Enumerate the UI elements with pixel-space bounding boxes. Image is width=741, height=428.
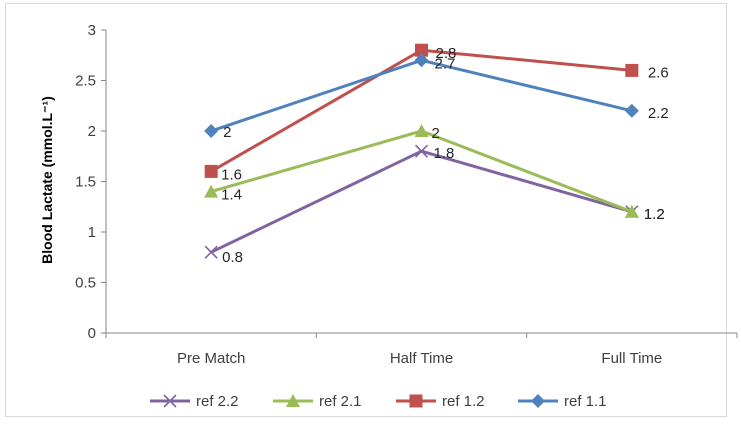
data-label: 2: [223, 124, 231, 141]
data-point-triangle: [286, 394, 300, 407]
data-point-square: [204, 164, 218, 178]
data-point-square: [409, 394, 423, 408]
y-tick-label: 1: [88, 224, 96, 241]
data-label: 2.8: [436, 45, 457, 62]
legend-label: ref 2.2: [196, 393, 239, 410]
legend: ref 2.2 ref 2.1 ref 1.2 ref 1.1: [150, 393, 607, 410]
data-point-square: [625, 63, 639, 77]
y-axis-label: Blood Lactate (mmol.L⁻¹): [39, 96, 55, 264]
data-label: 1.2: [644, 206, 665, 223]
series-line-ref-2-2: [210, 149, 633, 254]
x-marker-stroke: [204, 245, 218, 259]
data-label: 1.2: [644, 206, 665, 223]
data-labels: 0.81.81.21.421.21.62.82.622.72.2: [221, 45, 669, 266]
data-point-diamond: [624, 103, 639, 118]
data-label: 2.7: [435, 55, 456, 72]
x-category-label: Full Time: [601, 350, 662, 367]
data-point-x: [204, 245, 218, 259]
data-label: 1.8: [434, 145, 455, 162]
series-line-ref-2-1: [210, 129, 633, 214]
y-tick-label: 2.5: [75, 73, 96, 90]
legend-label: ref 2.1: [319, 393, 362, 410]
axes: 0 0.5 1 1.5 2 2.5 3 Pre Match Half Time Full Time: [75, 22, 738, 367]
data-point-triangle: [414, 124, 429, 137]
data-label: 2: [432, 125, 440, 142]
data-point-square: [415, 43, 428, 57]
data-point-triangle: [204, 184, 219, 198]
series-line-ref-1-1: [210, 58, 633, 133]
data-point-diamond: [204, 124, 219, 138]
data-point-diamond: [531, 394, 545, 408]
y-tick-label: 0: [88, 325, 96, 342]
data-label: 2.2: [648, 105, 669, 122]
x-marker-stroke: [163, 394, 177, 408]
data-label: 1.6: [221, 166, 242, 183]
data-point-x: [414, 144, 429, 158]
x-category-label: Pre Match: [177, 350, 245, 367]
y-tick-label: 0.5: [75, 275, 96, 292]
data-point-x: [163, 394, 177, 408]
data-point-triangle: [624, 204, 639, 218]
chart-frame: [5, 3, 727, 417]
legend-label: ref 1.2: [442, 393, 485, 410]
data-label: 2.6: [648, 64, 669, 81]
data-point-diamond: [414, 53, 429, 68]
legend-label: ref 1.1: [564, 393, 607, 410]
x-category-label: Half Time: [390, 350, 453, 367]
series-layer: [204, 43, 639, 259]
y-tick-label: 2: [88, 123, 96, 140]
data-label: 1.4: [221, 187, 242, 204]
y-tick-label: 1.5: [75, 174, 96, 191]
x-marker-stroke: [414, 144, 429, 158]
data-label: 0.8: [222, 249, 243, 266]
y-tick-label: 3: [88, 22, 96, 39]
